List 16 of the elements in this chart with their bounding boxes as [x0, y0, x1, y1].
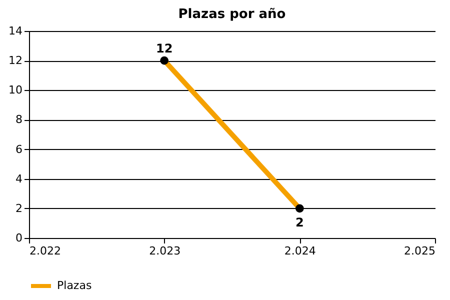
- y-tick-label: 4: [16, 172, 22, 186]
- y-tick-label: 2: [16, 202, 22, 215]
- chart-title: Plazas por año: [178, 7, 286, 22]
- x-tick-label: 2.023: [149, 244, 181, 258]
- y-tick-label: 8: [16, 113, 22, 126]
- y-tick-label: 12: [8, 54, 22, 68]
- y-tick-label: 14: [8, 24, 22, 38]
- legend-label: Plazas: [57, 279, 92, 292]
- x-tick-label: 2.022: [30, 244, 61, 258]
- x-tick-label: 2.024: [284, 244, 316, 258]
- y-tick-label: 0: [16, 232, 22, 244]
- x-tick-label: 2.025: [404, 244, 436, 258]
- data-label: 2: [295, 215, 304, 230]
- data-label: 12: [156, 42, 173, 56]
- y-tick-label: 10: [8, 84, 22, 97]
- y-tick-label: 6: [16, 142, 22, 156]
